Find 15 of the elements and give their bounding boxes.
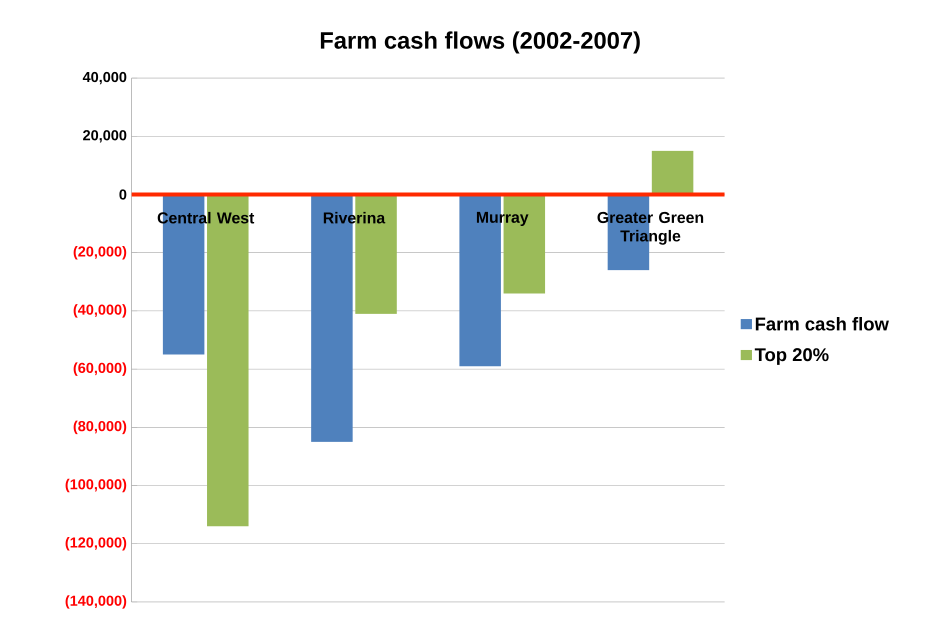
y-tick-label: 0 [119, 190, 126, 200]
y-tick-label: (20,000) [74, 246, 126, 260]
y-tick-label: (100,000) [66, 478, 126, 492]
legend-label: Top 20% [754, 348, 829, 365]
x-tick-label: Riverina [324, 212, 386, 224]
y-tick-label: (80,000) [74, 420, 126, 434]
y-tick-label: 40,000 [82, 72, 126, 84]
y-tick-label: (60,000) [74, 362, 126, 376]
y-tick-label: 20,000 [83, 130, 126, 143]
y-tick-label: (140,000) [66, 595, 126, 609]
y-tick-label: (120,000) [66, 537, 126, 551]
y-tick-label: (40,000) [74, 304, 126, 318]
legend-label: Farm cash flow [756, 317, 889, 331]
x-tick-label: Murray [476, 212, 529, 226]
chart-title: Farm cash flows (2002-2007) [320, 32, 640, 54]
